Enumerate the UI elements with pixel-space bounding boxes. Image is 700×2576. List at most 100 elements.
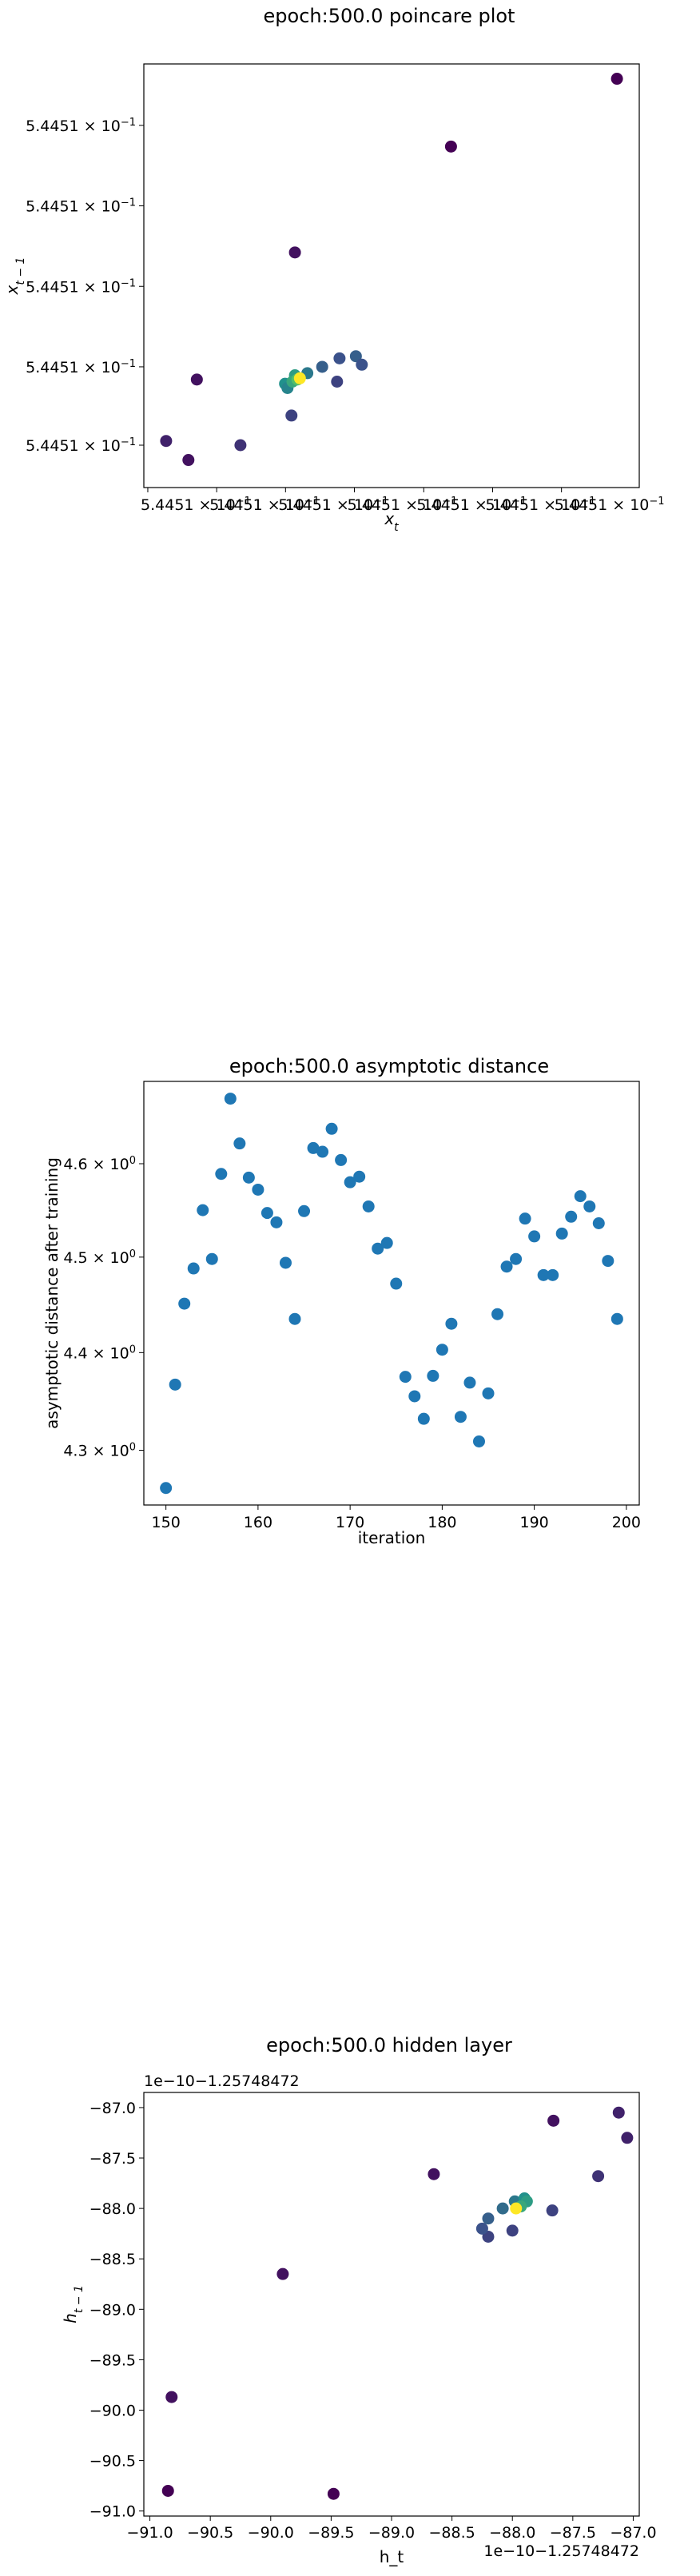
asymptotic-point [325, 1122, 338, 1135]
hidden-x-tick-label: −89.0 [368, 2524, 415, 2542]
asymptotic-point [547, 1268, 559, 1281]
hidden-x-tick-label: −90.0 [248, 2524, 294, 2542]
hidden-layer-frame [143, 2092, 640, 2517]
hidden-y-tick-label: −88.5 [89, 2251, 136, 2268]
asymptotic-distance-y-axis-label: asymptotic distance after training [42, 1157, 62, 1429]
asymptotic-x-tick-label: 190 [519, 1514, 548, 1531]
asymptotic-point [454, 1411, 467, 1423]
hidden-y-tick-label: −90.0 [89, 2403, 136, 2420]
asymptotic-point [187, 1262, 200, 1275]
hidden-layer-title: epoch:500.0 hidden layer [266, 2034, 512, 2056]
asymptotic-point [583, 1200, 596, 1212]
asymptotic-point [463, 1376, 476, 1389]
asymptotic-point [611, 1312, 623, 1325]
asymptotic-x-tick-label: 150 [152, 1514, 181, 1531]
asymptotic-point [427, 1369, 439, 1382]
poincare-y-tick-label: 5.4451 × 10−1 [26, 277, 136, 297]
asymptotic-point [436, 1344, 448, 1356]
asymptotic-point [224, 1093, 237, 1105]
asymptotic-distance-figure: epoch:500.0 asymptotic distance 150 160 17… [0, 1055, 700, 1551]
asymptotic-y-tick-label: 4.6 × 100 [63, 1155, 136, 1174]
asymptotic-point [574, 1190, 587, 1203]
asymptotic-point [288, 1312, 301, 1325]
asymptotic-point [417, 1412, 430, 1425]
poincare-plot-title: epoch:500.0 poincare plot [264, 5, 515, 27]
asymptotic-point [491, 1308, 504, 1320]
poincare-point [182, 454, 195, 467]
poincare-point [190, 373, 203, 386]
asymptotic-point [602, 1255, 614, 1268]
asymptotic-point [335, 1153, 348, 1166]
asymptotic-y-tick-label: 4.3 × 100 [63, 1441, 136, 1460]
poincare-y-tick-label: 5.4451 × 10−1 [26, 197, 136, 216]
poincare-point [444, 140, 457, 153]
asymptotic-distance-x-axis-label: iteration [358, 1528, 426, 1547]
asymptotic-x-tick-label: 180 [428, 1514, 456, 1531]
hidden-y-tick-label: −91.0 [89, 2503, 136, 2521]
hidden-point [428, 2168, 440, 2180]
poincare-point [611, 73, 623, 86]
asymptotic-x-tick-label: 160 [244, 1514, 272, 1531]
asymptotic-point [316, 1145, 329, 1158]
poincare-point [333, 352, 346, 364]
asymptotic-point [482, 1387, 495, 1399]
hidden-point [475, 2222, 488, 2235]
asymptotic-point [270, 1216, 283, 1228]
poincare-plot-frame [143, 63, 640, 488]
hidden-layer-x-axis-label: h_t [380, 2547, 404, 2566]
asymptotic-point [537, 1268, 550, 1281]
asymptotic-point [592, 1217, 605, 1230]
poincare-x-tick-label: 5.4451 × 10−1 [278, 496, 388, 515]
hidden-layer-figure: epoch:500.0 hidden layer 1e−10−1.2574847… [0, 2030, 700, 2576]
asymptotic-point [408, 1390, 421, 1403]
poincare-point [331, 376, 344, 388]
asymptotic-y-tick-label: 4.4 × 100 [63, 1344, 136, 1363]
hidden-point [161, 2484, 174, 2497]
poincare-y-tick-label: 5.4451 × 10−1 [26, 436, 136, 456]
hidden-point [165, 2391, 178, 2403]
asymptotic-point [390, 1277, 403, 1290]
poincare-point [316, 360, 328, 373]
asymptotic-point [215, 1168, 228, 1181]
hidden-point [621, 2132, 634, 2144]
asymptotic-point [510, 1252, 523, 1265]
poincare-point [285, 409, 298, 422]
hidden-y-tick-label: −87.5 [89, 2150, 136, 2168]
hidden-point [547, 2114, 560, 2127]
asymptotic-point [472, 1435, 485, 1447]
poincare-point [356, 358, 368, 371]
poincare-x-tick-label: 5.4451 × 10−1 [141, 496, 251, 515]
hidden-point [546, 2204, 559, 2217]
poincare-y-axis-label: xt − 1 [2, 257, 27, 296]
hidden-y-tick-label: −89.0 [89, 2301, 136, 2319]
poincare-x-tick-label: 5.4451 × 10−1 [486, 496, 596, 515]
hidden-y-tick-label: −89.5 [89, 2351, 136, 2369]
asymptotic-point [565, 1210, 578, 1223]
hidden-x-tick-label: −88.5 [428, 2524, 475, 2542]
poincare-x-tick-label: 5.4451 × 10−1 [416, 496, 527, 515]
poincare-x-tick-label: 5.4451 × 10−1 [348, 496, 458, 515]
hidden-point [510, 2202, 523, 2215]
asymptotic-point [307, 1141, 320, 1154]
asymptotic-x-tick-label: 170 [336, 1514, 364, 1531]
poincare-plot-figure: epoch:500.0 poincare plot 5.4451 × 10−1 5… [0, 0, 700, 543]
asymptotic-point [500, 1260, 513, 1273]
asymptotic-point [555, 1227, 568, 1240]
hidden-y-tick-label: −88.0 [89, 2200, 136, 2218]
asymptotic-point [178, 1297, 191, 1310]
poincare-y-tick-label: 5.4451 × 10−1 [26, 116, 136, 135]
hidden-layer-y-axis-label: ht − 1 [61, 2285, 86, 2323]
asymptotic-point [353, 1170, 366, 1183]
hidden-point [496, 2202, 509, 2215]
asymptotic-point [528, 1230, 541, 1243]
asymptotic-distance-svg: epoch:500.0 asymptotic distance 150 160 17… [42, 1055, 641, 1547]
asymptotic-point [261, 1207, 273, 1220]
asymptotic-point [205, 1252, 218, 1265]
asymptotic-point [169, 1378, 181, 1391]
hidden-point [592, 2170, 605, 2183]
poincare-plot-svg: epoch:500.0 poincare plot 5.4451 × 10−15… [2, 5, 665, 534]
asymptotic-point [372, 1242, 384, 1255]
asymptotic-y-tick-label: 4.5 × 100 [63, 1248, 136, 1267]
poincare-point [234, 439, 247, 452]
asymptotic-point [519, 1212, 531, 1225]
